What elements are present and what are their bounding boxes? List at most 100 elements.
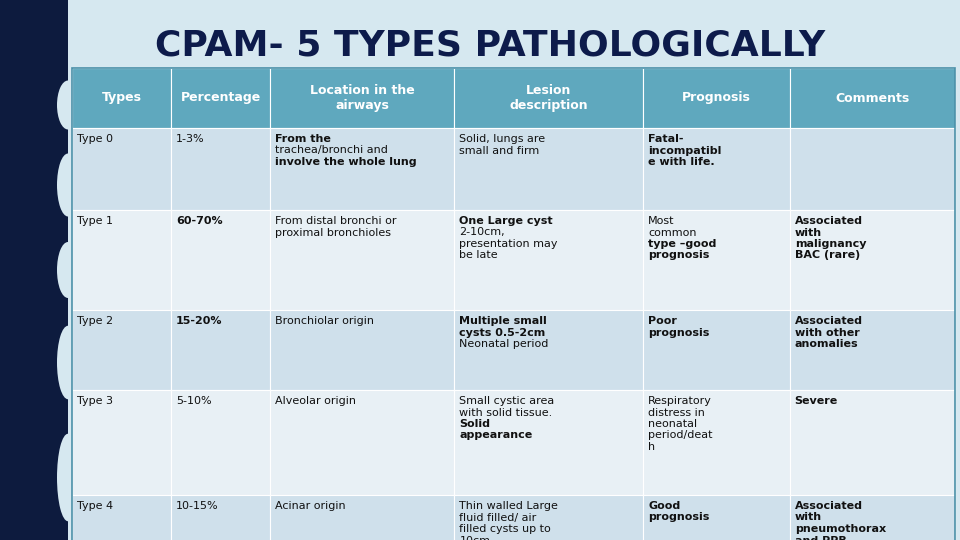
Ellipse shape bbox=[57, 153, 79, 217]
Bar bbox=[790, 310, 955, 390]
Text: presentation may: presentation may bbox=[460, 239, 558, 249]
Bar bbox=[643, 390, 790, 495]
Text: be late: be late bbox=[460, 251, 498, 260]
Text: From the: From the bbox=[276, 134, 331, 144]
Text: Type 3: Type 3 bbox=[77, 396, 113, 406]
Text: incompatibl: incompatibl bbox=[648, 145, 722, 156]
Bar bbox=[643, 68, 790, 128]
Text: type –good: type –good bbox=[648, 239, 717, 249]
Bar bbox=[790, 495, 955, 540]
Text: small and firm: small and firm bbox=[460, 145, 540, 156]
Bar bbox=[72, 128, 171, 210]
Bar bbox=[790, 128, 955, 210]
Text: Small cystic area: Small cystic area bbox=[460, 396, 555, 406]
Text: pneumothorax: pneumothorax bbox=[795, 524, 886, 534]
Text: involve the whole lung: involve the whole lung bbox=[276, 157, 417, 167]
Text: Bronchiolar origin: Bronchiolar origin bbox=[276, 316, 374, 326]
Bar bbox=[643, 210, 790, 310]
Text: Respiratory: Respiratory bbox=[648, 396, 712, 406]
Text: Most: Most bbox=[648, 216, 675, 226]
Text: 60-70%: 60-70% bbox=[177, 216, 223, 226]
Text: distress in: distress in bbox=[648, 408, 706, 417]
Text: with: with bbox=[795, 512, 822, 523]
Text: Acinar origin: Acinar origin bbox=[276, 501, 346, 511]
Text: Associated: Associated bbox=[795, 501, 863, 511]
Bar bbox=[72, 495, 171, 540]
Text: Fatal-: Fatal- bbox=[648, 134, 684, 144]
Bar bbox=[171, 390, 271, 495]
Bar bbox=[171, 68, 271, 128]
Text: Type 0: Type 0 bbox=[77, 134, 113, 144]
Text: Solid: Solid bbox=[460, 419, 491, 429]
Text: prognosis: prognosis bbox=[648, 512, 709, 523]
Bar bbox=[454, 310, 643, 390]
Text: 10-15%: 10-15% bbox=[177, 501, 219, 511]
Bar bbox=[454, 128, 643, 210]
Ellipse shape bbox=[57, 326, 79, 399]
Text: 2-10cm,: 2-10cm, bbox=[460, 227, 505, 238]
Text: prognosis: prognosis bbox=[648, 327, 709, 338]
Bar bbox=[271, 495, 454, 540]
Bar bbox=[643, 310, 790, 390]
Ellipse shape bbox=[57, 434, 79, 521]
Text: Types: Types bbox=[102, 91, 141, 105]
Bar bbox=[171, 495, 271, 540]
Text: Lesion
description: Lesion description bbox=[510, 84, 588, 112]
Text: Good: Good bbox=[648, 501, 681, 511]
Text: Associated: Associated bbox=[795, 216, 863, 226]
Text: 15-20%: 15-20% bbox=[177, 316, 223, 326]
Text: From distal bronchi or: From distal bronchi or bbox=[276, 216, 396, 226]
Bar bbox=[72, 210, 171, 310]
Bar bbox=[643, 128, 790, 210]
Text: One Large cyst: One Large cyst bbox=[460, 216, 553, 226]
Text: filled cysts up to: filled cysts up to bbox=[460, 524, 551, 534]
Text: Type 2: Type 2 bbox=[77, 316, 113, 326]
Text: Type 4: Type 4 bbox=[77, 501, 113, 511]
Bar bbox=[790, 390, 955, 495]
Text: Solid, lungs are: Solid, lungs are bbox=[460, 134, 545, 144]
Text: appearance: appearance bbox=[460, 430, 533, 441]
Text: BAC (rare): BAC (rare) bbox=[795, 251, 860, 260]
Text: common: common bbox=[648, 227, 697, 238]
Text: Location in the
airways: Location in the airways bbox=[310, 84, 415, 112]
Text: neonatal: neonatal bbox=[648, 419, 698, 429]
Text: proximal bronchioles: proximal bronchioles bbox=[276, 227, 392, 238]
Text: 10cm: 10cm bbox=[460, 536, 491, 540]
Bar bbox=[271, 128, 454, 210]
Text: Type 1: Type 1 bbox=[77, 216, 113, 226]
Text: Thin walled Large: Thin walled Large bbox=[460, 501, 559, 511]
Text: cysts 0.5-2cm: cysts 0.5-2cm bbox=[460, 327, 545, 338]
Bar bbox=[271, 390, 454, 495]
Text: with: with bbox=[795, 227, 822, 238]
Text: with other: with other bbox=[795, 327, 859, 338]
Text: with solid tissue.: with solid tissue. bbox=[460, 408, 553, 417]
Bar bbox=[171, 128, 271, 210]
Text: 1-3%: 1-3% bbox=[177, 134, 204, 144]
Bar bbox=[454, 390, 643, 495]
Bar bbox=[790, 210, 955, 310]
Bar bbox=[72, 310, 171, 390]
Bar bbox=[271, 310, 454, 390]
Text: anomalies: anomalies bbox=[795, 339, 858, 349]
Text: prognosis: prognosis bbox=[648, 251, 709, 260]
Text: period/deat: period/deat bbox=[648, 430, 713, 441]
Bar bbox=[171, 210, 271, 310]
Text: Comments: Comments bbox=[835, 91, 909, 105]
Ellipse shape bbox=[57, 80, 79, 130]
Bar bbox=[72, 68, 171, 128]
Bar bbox=[454, 495, 643, 540]
Bar bbox=[271, 210, 454, 310]
Bar bbox=[454, 68, 643, 128]
Bar bbox=[271, 68, 454, 128]
Bar bbox=[171, 310, 271, 390]
Text: Multiple small: Multiple small bbox=[460, 316, 547, 326]
Bar bbox=[0, 0, 68, 540]
Text: Poor: Poor bbox=[648, 316, 677, 326]
Text: e with life.: e with life. bbox=[648, 157, 715, 167]
Ellipse shape bbox=[57, 242, 79, 298]
Text: Alveolar origin: Alveolar origin bbox=[276, 396, 356, 406]
Text: trachea/bronchi and: trachea/bronchi and bbox=[276, 145, 388, 156]
Text: CPAM- 5 TYPES PATHOLOGICALLY: CPAM- 5 TYPES PATHOLOGICALLY bbox=[155, 28, 825, 62]
Bar bbox=[643, 495, 790, 540]
Text: Prognosis: Prognosis bbox=[683, 91, 751, 105]
